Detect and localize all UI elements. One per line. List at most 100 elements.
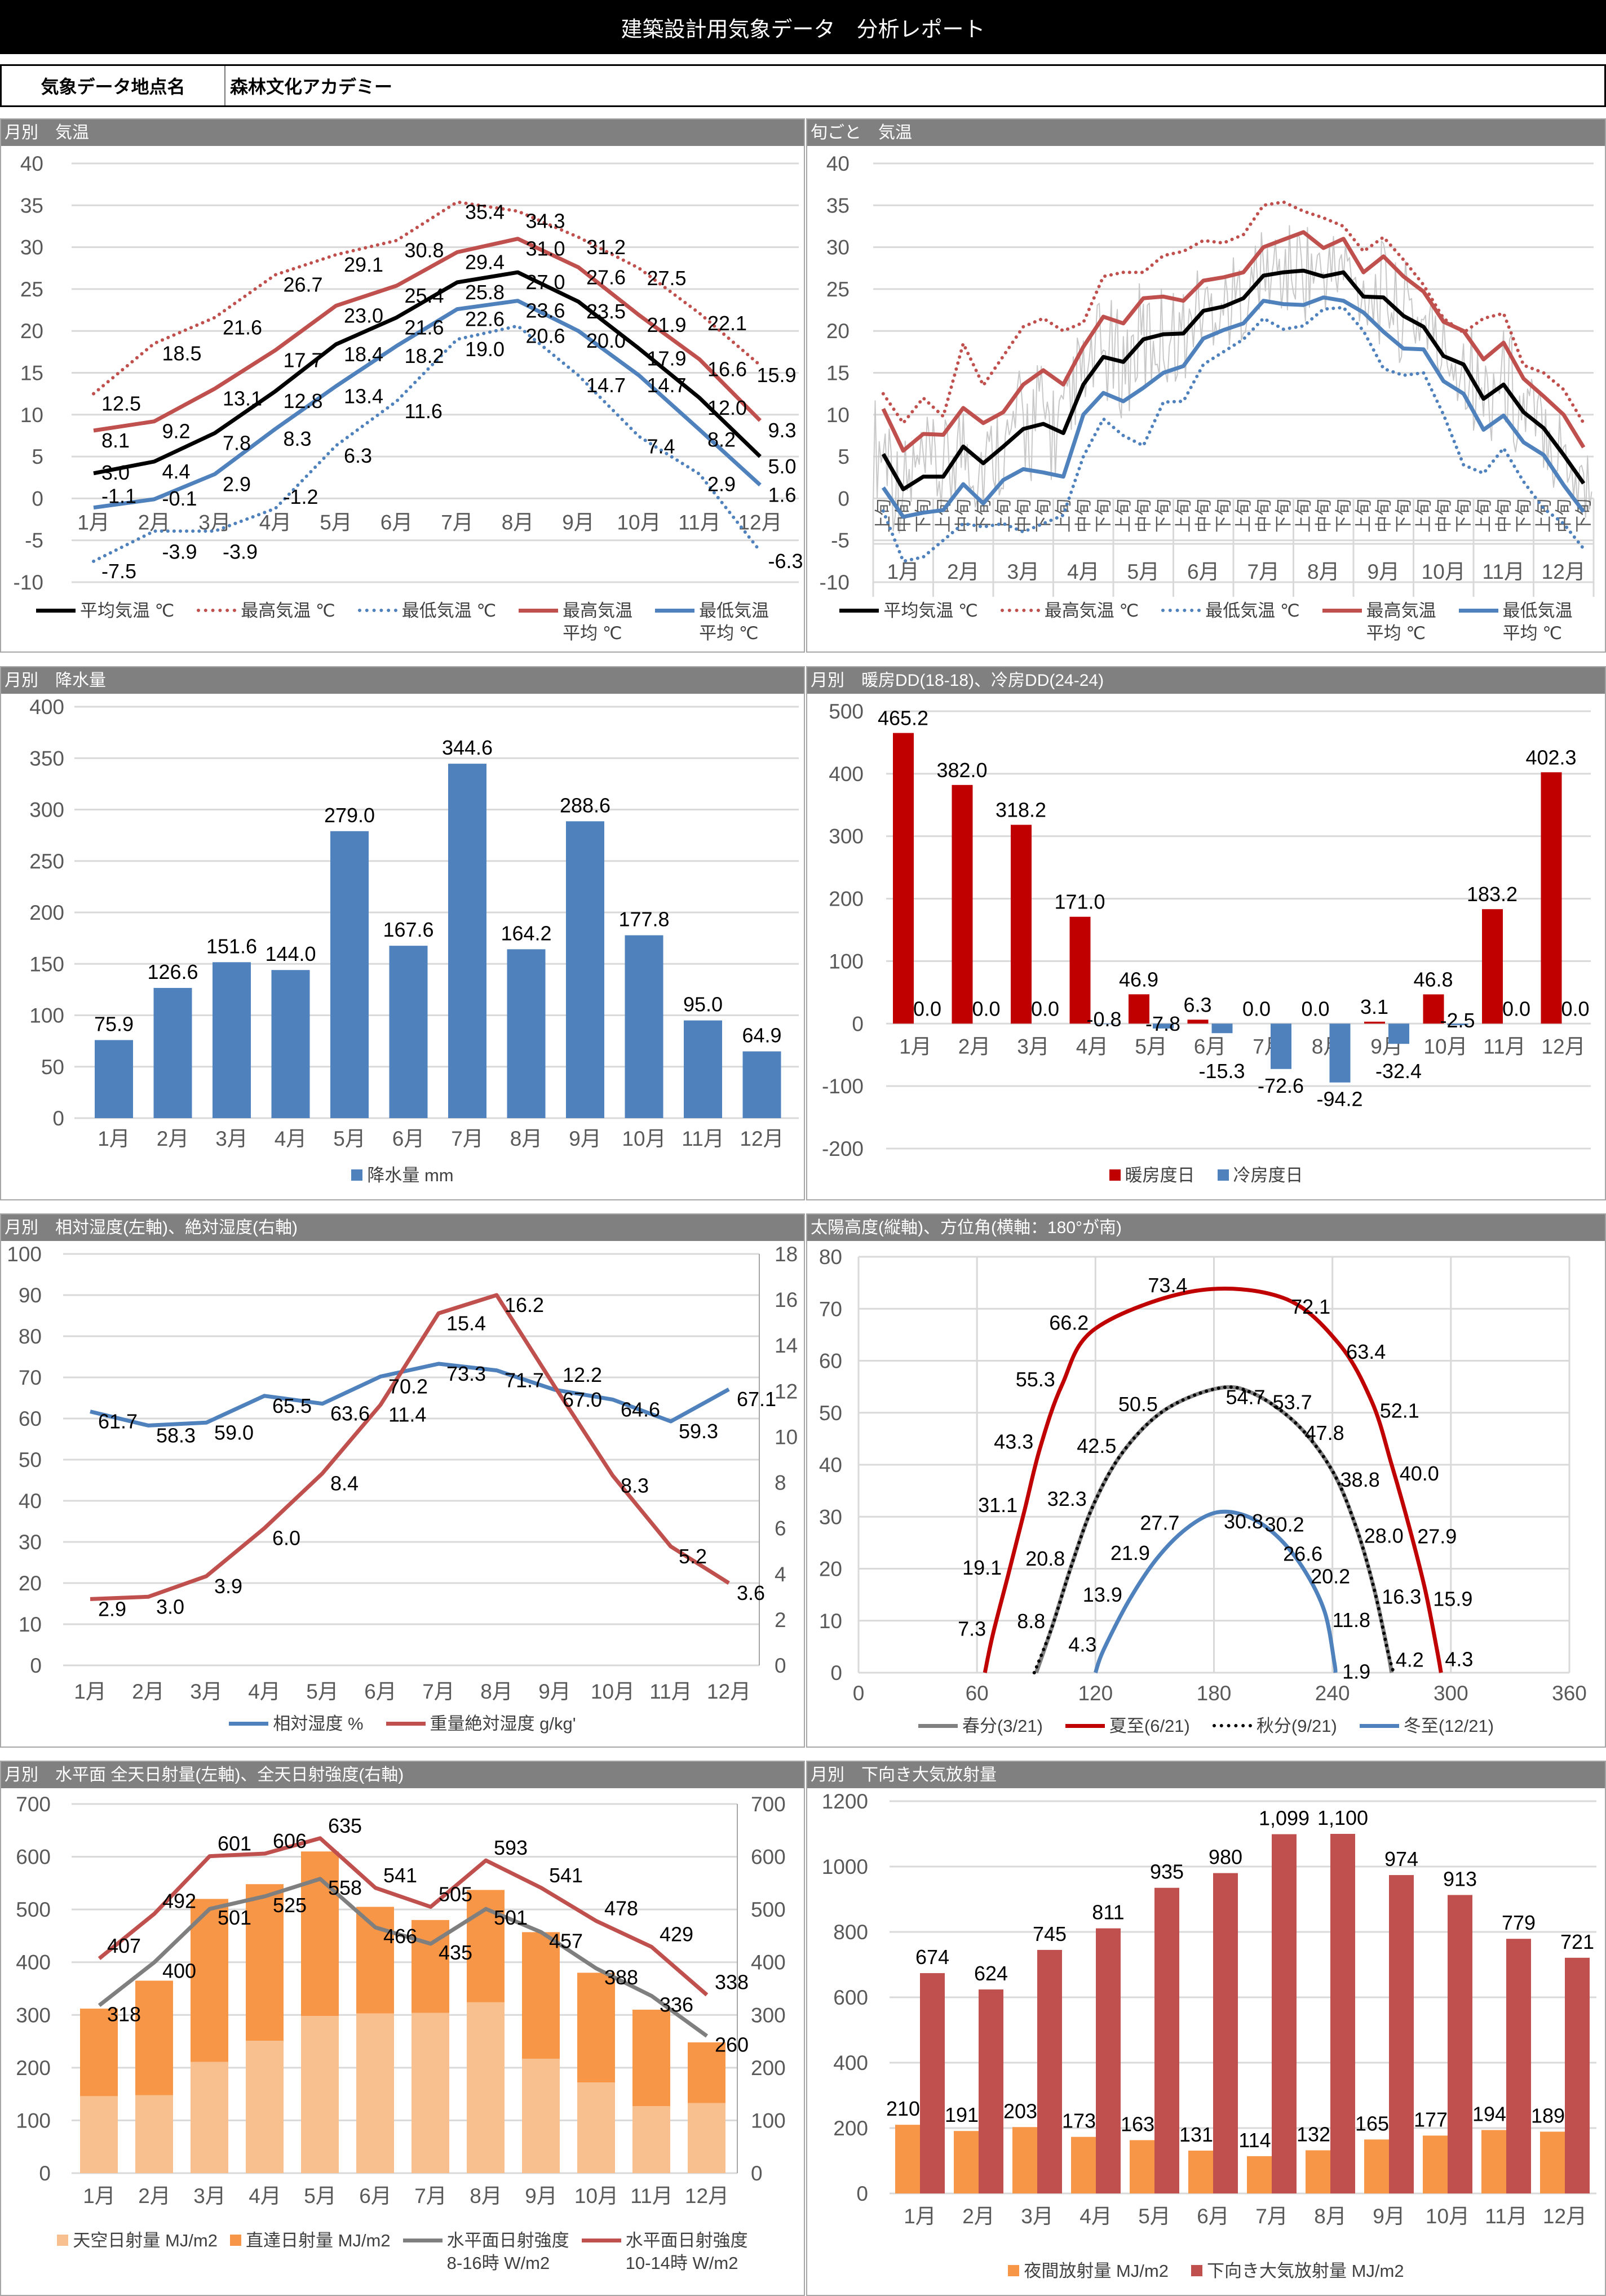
x-tick-label: 6月: [392, 1127, 425, 1150]
y-tick-label: 2: [775, 1608, 786, 1632]
cooling-degree-day-bar: [1153, 1023, 1174, 1029]
y-tick-label: 30: [20, 236, 43, 259]
diffuse-radiation-bar: [632, 2106, 670, 2173]
data-label: 388: [604, 1966, 638, 1989]
data-label: 0.0: [1242, 997, 1271, 1020]
data-label: 26.7: [284, 273, 323, 296]
data-label: 12.2: [563, 1363, 602, 1386]
data-label: 50.5: [1118, 1393, 1158, 1416]
legend-label: 平均気温 ℃: [79, 601, 175, 620]
legend-label: 下向き大気放射量 MJ/m2: [1207, 2261, 1404, 2281]
data-label: 27.6: [586, 265, 626, 289]
legend-item: 直達日射量 MJ/m2: [230, 2229, 391, 2275]
decade-label: 中旬: [1014, 499, 1033, 533]
y-tick-label: 20: [19, 1572, 42, 1595]
chart-legend: 夜間放射量 MJ/m2 下向き大気放射量 MJ/m2: [807, 2260, 1605, 2282]
y-tick-label: 0: [838, 487, 850, 510]
y-tick-label: 200: [833, 2117, 868, 2140]
precipitation-bar: [330, 831, 369, 1118]
decade-label: 中旬: [1315, 499, 1333, 533]
y-tick-label: 5: [32, 445, 43, 468]
y-tick-label: 350: [29, 747, 64, 770]
legend-label: 最低気温 平均 ℃: [699, 601, 769, 643]
x-tick-label: 11月: [1483, 1035, 1525, 1058]
x-tick-label: 1月: [887, 560, 919, 583]
decade-label: 下旬: [1334, 499, 1353, 533]
data-label: 67.0: [563, 1388, 602, 1411]
x-tick-label: 3月: [1017, 1035, 1050, 1058]
data-label: 16.3: [1382, 1585, 1421, 1608]
data-label: 11.8: [1333, 1608, 1370, 1632]
data-label: 541: [549, 1864, 583, 1887]
x-tick-label: 4月: [1079, 2205, 1112, 2228]
data-label: 11.6: [405, 400, 443, 423]
y-tick-label: 14: [775, 1334, 798, 1357]
data-label: 15.4: [446, 1311, 486, 1335]
y-tick-label: 200: [829, 888, 864, 911]
x-tick-label: 0: [853, 1682, 865, 1705]
nocturnal-radiation-bar: [1188, 2151, 1213, 2193]
report-title: 建築設計用気象データ 分析レポート: [621, 17, 985, 42]
chart-legend: 春分(3/21) 夏至(6/21) 秋分(9/21) 冬至(12/21): [807, 1715, 1605, 1737]
data-label: 54.7: [1226, 1385, 1266, 1408]
nocturnal-radiation-bar: [954, 2131, 979, 2193]
y-tick-label: 80: [819, 1245, 842, 1269]
x-tick-label: 5月: [1135, 1035, 1167, 1058]
legend-swatch: [197, 609, 237, 612]
y-tick-label: 600: [751, 1846, 786, 1869]
data-label: 20.8: [1025, 1547, 1065, 1570]
data-label: 624: [974, 1962, 1008, 1985]
x-tick-label: 1月: [904, 2205, 936, 2228]
data-label: 20.2: [1311, 1565, 1350, 1588]
y-tick-label: 0: [856, 2182, 868, 2205]
downward-radiation-bar: [1389, 1875, 1414, 2193]
y-tick-label: 50: [19, 1448, 42, 1471]
data-label: 7.8: [223, 431, 251, 454]
legend-item: 平均気温 ℃: [839, 600, 978, 645]
y-tick-label: 700: [751, 1793, 786, 1816]
decade-label: 上旬: [1534, 499, 1553, 533]
temperature-line: [881, 295, 1586, 519]
y-tick-label: 40: [19, 1490, 42, 1513]
y-tick-label: 0: [775, 1654, 786, 1677]
y-tick-label: 60: [819, 1350, 842, 1373]
x-tick-label: 4月: [1076, 1035, 1109, 1058]
data-label: 16.2: [505, 1293, 544, 1317]
data-label: 71.7: [505, 1369, 544, 1392]
legend-label: 春分(3/21): [962, 1716, 1043, 1736]
legend-swatch: [581, 2239, 621, 2242]
temperature-line: [881, 268, 1586, 491]
y-tick-label: 0: [32, 487, 43, 510]
downward-radiation-bar: [1565, 1957, 1590, 2193]
data-label: 173: [1062, 2109, 1096, 2133]
data-label: 0.0: [1561, 997, 1589, 1020]
y-tick-label: 15: [826, 362, 850, 385]
y-tick-label: 10: [826, 404, 850, 427]
data-label: 32.3: [1047, 1487, 1087, 1510]
data-label: -0.1: [162, 487, 197, 510]
legend-label: 水平面日射強度 10-14時 W/m2: [625, 2231, 748, 2273]
decade-label: 上旬: [1114, 499, 1133, 533]
data-label: 21.6: [223, 316, 262, 339]
legend-item: 相対湿度 %: [229, 1713, 364, 1735]
x-tick-label: 8月: [502, 511, 534, 534]
x-tick-label: 10月: [591, 1680, 635, 1703]
x-tick-label: 11月: [682, 1127, 724, 1150]
y-tick-label: 100: [29, 1004, 64, 1027]
legend-item: 最高気温 平均 ℃: [519, 600, 632, 645]
heating-degree-day-bar: [1482, 909, 1503, 1024]
data-label: -0.8: [1086, 1008, 1121, 1031]
data-label: 402.3: [1525, 746, 1576, 769]
data-label: -1.1: [101, 485, 136, 508]
irradiance-line: [98, 1836, 709, 1997]
data-label: -1.2: [284, 485, 318, 508]
decade-label: 下旬: [1275, 499, 1293, 533]
direct-radiation-bar: [135, 1980, 173, 2095]
nocturnal-radiation-bar: [1247, 2156, 1272, 2193]
x-tick-label: 1月: [98, 1127, 130, 1150]
data-label: 63.4: [1346, 1340, 1386, 1363]
panel-header: 月別 暖房DD(18-18)、冷房DD(24-24): [807, 667, 1605, 694]
heating-degree-day-bar: [1011, 825, 1032, 1024]
y-tick-label: 1200: [822, 1790, 868, 1813]
